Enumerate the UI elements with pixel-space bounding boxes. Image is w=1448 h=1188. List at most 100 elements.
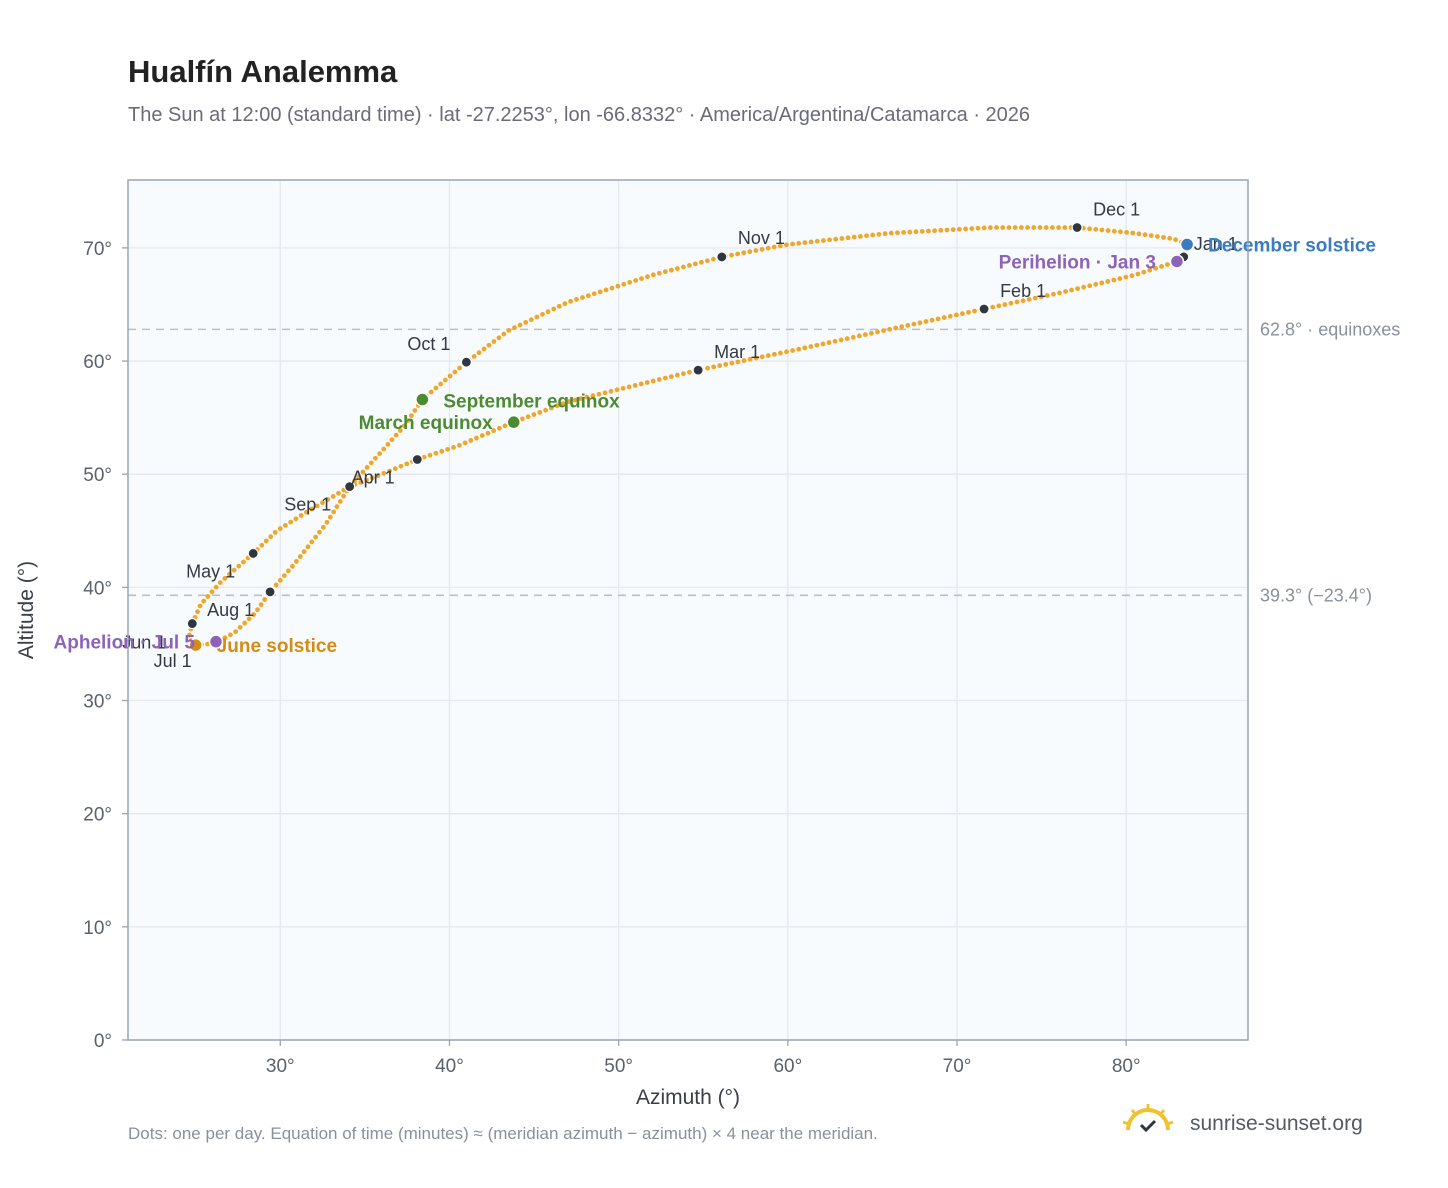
- daily-sun-dot: [680, 371, 686, 377]
- daily-sun-dot: [711, 364, 717, 370]
- daily-sun-dot: [888, 230, 894, 236]
- y-tick-label: 50°: [83, 465, 112, 486]
- daily-sun-dot: [723, 361, 729, 367]
- daily-sun-dot: [626, 384, 632, 390]
- daily-sun-dot: [209, 589, 215, 595]
- month-marker-dot: [247, 547, 259, 560]
- daily-sun-dot: [899, 324, 905, 330]
- daily-sun-dot: [662, 375, 668, 381]
- daily-sun-dot: [341, 493, 346, 499]
- month-marker-label: Jun 1: [122, 633, 166, 653]
- daily-sun-dot: [1161, 234, 1166, 240]
- daily-sun-dot: [304, 509, 309, 515]
- daily-sun-dot: [298, 513, 304, 518]
- daily-sun-dot: [205, 641, 211, 647]
- daily-sun-dot: [502, 423, 508, 429]
- daily-sun-dot: [609, 285, 615, 291]
- daily-sun-dot: [330, 494, 336, 499]
- daily-sun-dot: [1111, 277, 1117, 283]
- daily-sun-dot: [1050, 225, 1055, 230]
- x-tick-label: 80°: [1112, 1056, 1141, 1077]
- daily-sun-dot: [389, 437, 395, 443]
- daily-sun-dot: [620, 385, 626, 391]
- daily-sun-dot: [428, 389, 434, 395]
- daily-sun-dot: [1008, 300, 1014, 306]
- daily-sun-dot: [568, 298, 574, 304]
- plot-background: [128, 180, 1248, 1040]
- daily-sun-dot: [1173, 237, 1179, 243]
- daily-sun-dot: [692, 261, 698, 267]
- event-marker-dot: [415, 392, 430, 407]
- daily-sun-dot: [1020, 298, 1026, 304]
- daily-sun-dot: [241, 559, 246, 565]
- x-tick-label: 40°: [435, 1056, 464, 1077]
- plot-frame: [127, 179, 1249, 1041]
- x-tick-label: 50°: [604, 1056, 633, 1077]
- daily-sun-dot: [297, 554, 303, 559]
- daily-sun-dot: [881, 328, 886, 334]
- daily-sun-dot: [963, 226, 968, 232]
- daily-sun-dot: [650, 272, 656, 278]
- daily-sun-dot: [556, 303, 562, 309]
- daily-sun-dot: [1006, 225, 1012, 230]
- daily-sun-dot: [821, 238, 826, 243]
- daily-sun-dot: [1167, 235, 1173, 241]
- daily-sun-dot: [471, 353, 477, 359]
- daily-sun-dot: [1037, 225, 1043, 230]
- month-marker-dot: [692, 364, 704, 376]
- daily-sun-dot: [205, 594, 211, 599]
- daily-sun-dot: [447, 373, 453, 379]
- month-marker-dot: [716, 251, 728, 263]
- daily-sun-dot: [1025, 225, 1030, 230]
- daily-sun-dot: [242, 620, 248, 626]
- daily-sun-dot: [633, 278, 639, 283]
- daily-sun-dot: [468, 438, 474, 443]
- daily-sun-dot: [251, 612, 257, 617]
- daily-sun-dot: [560, 401, 566, 407]
- daily-sun-dot: [827, 237, 832, 243]
- daily-sun-dot: [1147, 267, 1153, 273]
- daily-sun-dot: [956, 226, 962, 232]
- daily-sun-dot: [687, 369, 692, 375]
- daily-sun-dot: [632, 383, 638, 388]
- daily-sun-dot: [1062, 225, 1068, 230]
- daily-sun-dot: [1153, 265, 1159, 271]
- daily-sun-dot: [457, 365, 462, 371]
- daily-sun-dot: [294, 559, 299, 564]
- x-tick-label: 60°: [773, 1056, 802, 1077]
- month-marker-label: Sep 1: [284, 495, 331, 515]
- daily-sun-dot: [686, 263, 692, 268]
- daily-sun-dot: [525, 414, 531, 420]
- page-subtitle: The Sun at 12:00 (standard time) · lat -…: [128, 104, 1031, 126]
- daily-sun-dot: [833, 236, 839, 242]
- daily-sun-dot: [784, 349, 789, 355]
- daily-sun-dot: [393, 432, 399, 438]
- daily-sun-dot: [820, 341, 826, 347]
- daily-sun-dot: [1123, 274, 1129, 280]
- daily-sun-dot: [608, 388, 614, 394]
- daily-sun-dot: [398, 463, 404, 469]
- daily-sun-dot: [540, 311, 545, 317]
- daily-sun-dot: [1093, 226, 1099, 232]
- daily-sun-dot: [826, 340, 832, 345]
- daily-sun-dot: [397, 428, 403, 433]
- daily-sun-dot: [913, 229, 919, 235]
- daily-sun-dot: [1130, 230, 1136, 236]
- x-tick-label: 30°: [266, 1056, 295, 1077]
- daily-sun-dot: [290, 563, 295, 569]
- daily-sun-dot: [638, 381, 644, 387]
- reference-line-label: 62.8° · equinoxes: [1260, 319, 1400, 339]
- daily-sun-dot: [277, 526, 283, 532]
- daily-sun-dot: [814, 238, 820, 244]
- daily-sun-dot: [590, 393, 596, 399]
- daily-sun-dot: [996, 303, 1002, 309]
- brand[interactable]: sunrise-sunset.org: [1120, 1100, 1390, 1148]
- daily-sun-dot: [1105, 279, 1111, 284]
- axis-ticks: 30° 40° 50° 60° 70° 80° 0° 10° 20° 30° 40° 50° 60° 70…: [83, 239, 1140, 1077]
- daily-sun-dot: [814, 342, 820, 348]
- daily-sun-dot: [901, 229, 907, 235]
- daily-sun-dot: [994, 225, 999, 230]
- daily-sun-dot: [320, 524, 326, 530]
- daily-sun-dot: [375, 473, 381, 479]
